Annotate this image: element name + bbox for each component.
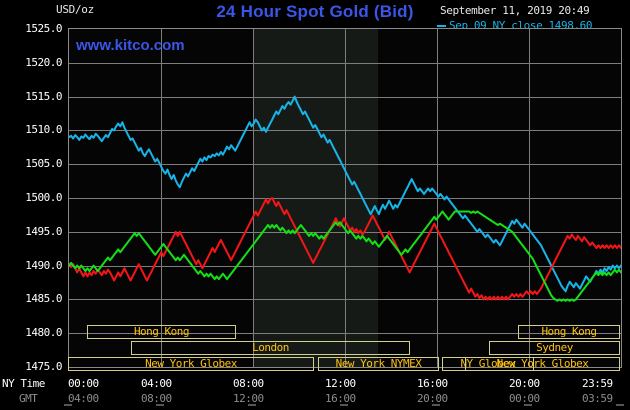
time-tick-marker (156, 404, 164, 406)
time-tick-marker (248, 404, 256, 406)
y-axis-tick-label: 1495.0 (25, 224, 62, 238)
session-bar-new-york-globex-late: New York Globex (465, 357, 620, 371)
y-axis-unit-label: USD/oz (56, 3, 94, 16)
session-bar-new-york-globex: New York Globex (68, 357, 314, 371)
ny-time-tick-label: 00:00 (68, 377, 99, 390)
session-bar-label: London (252, 341, 289, 354)
timestamp-label: September 11, 2019 20:49 (440, 4, 590, 17)
gridline-vertical (437, 29, 438, 367)
time-tick-marker (524, 404, 532, 406)
gridline-vertical (345, 29, 346, 367)
ny-time-tick-label: 08:00 (233, 377, 264, 390)
session-bar-label: Hong Kong (133, 325, 190, 338)
gmt-row-label: GMT (19, 392, 38, 405)
y-axis-tick-label: 1510.0 (25, 123, 62, 137)
session-bar-label: NY Globex (460, 357, 516, 370)
gmt-time-tick-label: 12:00 (233, 392, 264, 405)
price-series-group (69, 95, 621, 302)
session-bar-hong-kong-early: Hong Kong (87, 325, 236, 339)
chart-title: 24 Hour Spot Gold (Bid) (216, 2, 414, 21)
session-bar-label: Hong Kong (541, 325, 597, 338)
gmt-time-tick-label: 00:00 (509, 392, 540, 405)
y-axis-tick-label: 1485.0 (25, 292, 62, 306)
session-bar-label: Sydney (536, 341, 573, 354)
session-bar-sydney: Sydney (489, 341, 620, 355)
ny-time-row-label: NY Time (2, 377, 45, 390)
y-axis-tick-label: 1500.0 (25, 191, 62, 204)
plot-area (68, 28, 622, 368)
session-bar-label: New York Globex (496, 357, 589, 370)
gmt-time-tick-label: 04:00 (68, 392, 99, 405)
time-tick-marker (340, 404, 348, 406)
ny-time-tick-label: 12:00 (325, 377, 356, 390)
ny-time-tick-label: 23:59 (582, 377, 613, 390)
session-bar-label: New York NYMEX (335, 357, 422, 370)
y-axis-tick-label: 1515.0 (25, 89, 62, 103)
ny-time-tick-label: 16:00 (417, 377, 448, 390)
session-bar-london: London (131, 341, 410, 355)
gridline-vertical (253, 29, 254, 367)
y-axis-tick-label: 1480.0 (25, 326, 62, 340)
legend-swatch-icon (437, 25, 446, 27)
gmt-time-tick-label: 08:00 (141, 392, 172, 405)
bottom-edge (0, 406, 630, 410)
time-tick-marker (616, 404, 624, 406)
gridline-vertical (529, 29, 530, 367)
time-tick-marker (64, 404, 72, 406)
series-line-sep11 (69, 210, 621, 302)
y-axis-tick-label: 1525.0 (25, 22, 62, 35)
kitco-watermark: www.kitco.com (76, 37, 185, 54)
y-axis-tick-label: 1520.0 (25, 55, 62, 69)
series-line-sep10 (69, 197, 621, 301)
ny-time-tick-label: 20:00 (509, 377, 540, 390)
ny-time-tick-label: 04:00 (141, 377, 172, 390)
session-bar-label: New York Globex (145, 357, 237, 370)
market-session-bars: Hong Kong London New York Globex New York N… (68, 325, 622, 372)
gmt-time-tick-label: 20:00 (417, 392, 448, 405)
gridline-vertical (161, 29, 162, 367)
y-axis-tick-label: 1490.0 (25, 258, 62, 272)
y-axis-tick-label: 1475.0 (25, 360, 62, 373)
gmt-time-tick-label: 03:59 (582, 392, 613, 405)
y-axis-tick-label: 1505.0 (25, 157, 62, 171)
series-line-sep09 (69, 95, 621, 293)
session-bar-new-york-nymex: New York NYMEX (318, 357, 439, 371)
gmt-time-tick-label: 16:00 (325, 392, 356, 405)
time-tick-marker (432, 404, 440, 406)
session-bar-hong-kong-late: Hong Kong (518, 325, 620, 339)
